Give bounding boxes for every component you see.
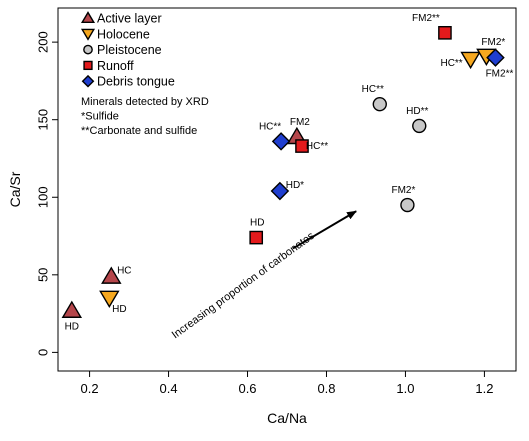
data-point-label: HD — [112, 304, 126, 315]
x-tick-label: 0.4 — [160, 381, 178, 396]
legend-entry-label: Pleistocene — [97, 43, 162, 57]
data-point-square — [249, 230, 264, 245]
trend-arrow — [292, 210, 357, 250]
data-point-diamond — [270, 181, 290, 201]
y-tick-label: 0 — [35, 349, 50, 356]
legend-marker-circle — [83, 44, 93, 55]
y-tick-label: 200 — [35, 31, 50, 53]
x-tick-label: 0.8 — [317, 381, 335, 396]
data-point-label: HC** — [440, 58, 462, 69]
data-point-label: HC** — [259, 121, 281, 132]
data-point-circle — [412, 118, 427, 134]
data-point-label: HC** — [362, 84, 384, 95]
arrow-annotation-text: Increasing proportion of carbonates — [170, 230, 317, 342]
data-point-diamond — [271, 132, 291, 151]
x-tick-label: 0.6 — [238, 381, 256, 396]
data-point-triangle-down — [99, 290, 120, 309]
data-point-label: FM2 — [290, 117, 310, 128]
data-point-label: HD** — [406, 106, 428, 117]
legend-note: *Sulfide — [81, 111, 119, 123]
data-point-label: FM2* — [481, 37, 505, 48]
y-tick-label: 50 — [35, 268, 50, 282]
data-point-label: FM2* — [391, 185, 415, 196]
data-point-square — [438, 26, 452, 40]
data-point-label: HD — [65, 322, 79, 333]
data-point-triangle-up — [61, 300, 83, 318]
x-tick-label: 0.2 — [81, 381, 99, 396]
data-point-triangle-down — [460, 51, 481, 70]
y-tick-label: 100 — [35, 186, 50, 208]
legend-marker-square — [83, 60, 93, 71]
legend-entry-label: Active layer — [97, 12, 162, 26]
x-tick-label: 1.0 — [396, 381, 414, 396]
y-axis-title: Ca/Sr — [7, 171, 23, 207]
data-point-label: HC — [117, 265, 131, 276]
data-point-circle — [400, 197, 415, 213]
annotation-group: Increasing proportion of carbonates — [170, 210, 357, 342]
axes: 0.2 0.4 0.6 0.8 1.0 1.2 0 50 100 150 200 Ca/Na Ca/Sr — [7, 7, 517, 426]
data-point-circle — [372, 96, 387, 112]
legend-note: **Carbonate and sulfide — [81, 125, 197, 137]
legend-marker-triangle-down — [80, 28, 96, 41]
y-tick-label: 150 — [35, 109, 50, 131]
data-point-label: HD* — [286, 180, 304, 191]
data-point-triangle-up — [101, 266, 122, 284]
x-tick-label: 1.2 — [475, 381, 493, 396]
data-point-label: HD — [250, 218, 264, 229]
legend-marker-triangle-up — [80, 11, 96, 24]
legend-note: Minerals detected by XRD — [81, 96, 209, 108]
data-points: HD HC FM2 HD HC** FM2* HC** HD** FM2* FM2** HC** HD… — [61, 13, 514, 333]
data-point-label: FM2** — [486, 69, 514, 80]
data-point-label: FM2** — [412, 13, 440, 24]
data-point-square — [295, 139, 309, 153]
legend-entry-label: Holocene — [97, 27, 150, 41]
legend-entry-label: Debris tongue — [97, 75, 175, 89]
plot-frame — [57, 7, 517, 372]
data-point-diamond — [486, 48, 505, 67]
x-axis-title: Ca/Na — [267, 410, 307, 426]
legend-marker-diamond — [81, 74, 95, 88]
data-point-label: HC** — [306, 141, 328, 152]
legend-entry-label: Runoff — [97, 59, 134, 73]
